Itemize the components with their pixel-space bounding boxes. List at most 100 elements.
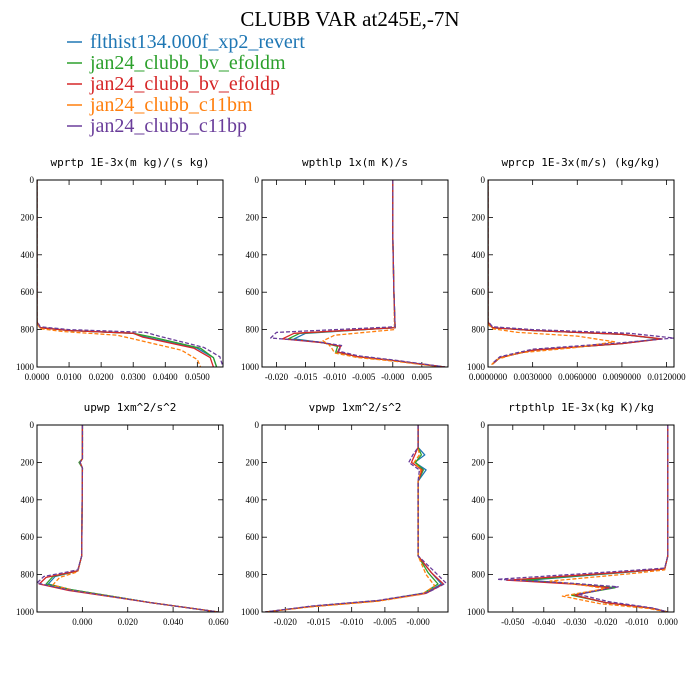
y-tick-label: 600 — [21, 532, 35, 542]
y-tick-label: 0 — [255, 420, 260, 430]
plot-frame — [487, 424, 675, 613]
x-tick-label: -0.020 — [594, 617, 618, 627]
series-line — [37, 180, 223, 367]
x-tick-label: 0.060 — [208, 617, 229, 627]
y-tick-label: 200 — [246, 457, 260, 467]
series-line — [322, 180, 446, 367]
x-tick-label: -0.015 — [307, 617, 331, 627]
y-tick-label: 800 — [246, 570, 260, 580]
series-group — [488, 180, 674, 366]
x-tick-label: 0.0100 — [57, 372, 82, 382]
y-tick-label: 1000 — [467, 362, 486, 372]
plot-frame — [261, 179, 449, 368]
series-line — [488, 180, 616, 366]
y-tick-label: 400 — [21, 495, 35, 505]
x-tick-label: -0.040 — [532, 617, 556, 627]
legend-entry: flthist134.000f_xp2_revert — [90, 31, 305, 53]
x-tick-label: -0.015 — [294, 372, 318, 382]
series-group — [270, 180, 446, 367]
y-tick-label: 800 — [21, 325, 35, 335]
plot-frame — [487, 179, 675, 368]
x-tick-label: 0.0120000 — [647, 372, 686, 382]
y-tick-label: 1000 — [241, 362, 260, 372]
x-tick-label: -0.000 — [381, 372, 405, 382]
series-line — [265, 425, 447, 612]
chart-panel: vpwp 1xm^2/s^2 -0.020 -0.015 -0.010 -0.005 -0… — [241, 401, 449, 627]
y-tick-label: 1000 — [241, 607, 260, 617]
series-group — [37, 425, 219, 612]
y-tick-label: 400 — [246, 495, 260, 505]
series-line — [47, 425, 219, 612]
chart-panel: wprcp 1E-3x(m/s) (kg/kg) 0.0000000 0.00300… — [467, 156, 686, 382]
series-line — [488, 180, 662, 365]
x-tick-label: 0.0500 — [185, 372, 210, 382]
series-line — [287, 180, 446, 367]
x-tick-label: 0.0090000 — [603, 372, 642, 382]
chart-panel: rtpthlp 1E-3x(kg K)/kg -0.050 -0.040 -0.030… — [467, 401, 678, 627]
series-line — [488, 180, 674, 364]
y-tick-label: 400 — [246, 250, 260, 260]
y-tick-label: 200 — [21, 212, 35, 222]
plot-frame — [36, 179, 224, 368]
x-tick-label: 0.0030000 — [514, 372, 553, 382]
x-tick-label: -0.010 — [323, 372, 347, 382]
y-tick-label: 400 — [21, 250, 35, 260]
series-line — [37, 180, 218, 367]
x-tick-label: 0.000 — [658, 617, 679, 627]
x-tick-label: 0.005 — [412, 372, 433, 382]
y-tick-label: 1000 — [16, 362, 35, 372]
x-tick-label: 0.000 — [72, 617, 93, 627]
y-tick-label: 800 — [21, 570, 35, 580]
y-tick-label: 0 — [481, 420, 486, 430]
series-line — [37, 180, 202, 367]
figure-title: CLUBB VAR at245E,-7N — [240, 7, 459, 31]
x-tick-label: 0.020 — [118, 617, 139, 627]
series-line — [521, 425, 669, 612]
chart-panel: wprtp 1E-3x(m kg)/(s kg) 0.0000 0.0100 0.02… — [16, 156, 224, 382]
panel-title: rtpthlp 1E-3x(kg K)/kg — [508, 401, 654, 414]
series-line — [293, 180, 446, 367]
x-tick-label: 0.0200 — [89, 372, 114, 382]
legend-entry: jan24_clubb_c11bp — [89, 115, 247, 137]
series-line — [265, 425, 436, 612]
x-tick-label: 0.0300 — [121, 372, 146, 382]
legend-entry: jan24_clubb_bv_efoldm — [89, 52, 286, 74]
y-tick-label: 0 — [30, 175, 35, 185]
x-tick-label: -0.005 — [352, 372, 376, 382]
panel-title: wpthlp 1x(m K)/s — [302, 156, 408, 169]
y-tick-label: 200 — [472, 457, 486, 467]
legend-entry: jan24_clubb_c11bm — [89, 94, 253, 116]
series-group — [496, 425, 669, 612]
x-tick-label: -0.050 — [501, 617, 525, 627]
series-line — [496, 425, 669, 612]
x-tick-label: 0.0400 — [153, 372, 178, 382]
panel-title: wprcp 1E-3x(m/s) (kg/kg) — [502, 156, 661, 169]
y-tick-label: 600 — [21, 287, 35, 297]
series-line — [527, 425, 669, 612]
series-group — [37, 180, 223, 367]
y-tick-label: 400 — [472, 495, 486, 505]
x-tick-label: -0.030 — [563, 617, 587, 627]
panel-title: upwp 1xm^2/s^2 — [84, 401, 177, 414]
series-line — [52, 425, 219, 612]
x-tick-label: -0.005 — [373, 617, 397, 627]
y-tick-label: 1000 — [467, 607, 486, 617]
x-tick-label: 0.040 — [163, 617, 184, 627]
series-line — [265, 425, 445, 612]
series-line — [37, 180, 215, 367]
plot-frame — [36, 424, 224, 613]
legend: flthist134.000f_xp2_revertjan24_clubb_bv… — [67, 31, 305, 137]
x-tick-label: 0.0060000 — [558, 372, 597, 382]
y-tick-label: 600 — [246, 532, 260, 542]
legend-entry: jan24_clubb_bv_efoldp — [89, 73, 280, 95]
y-tick-label: 0 — [481, 175, 486, 185]
series-line — [37, 425, 219, 612]
series-line — [265, 425, 439, 612]
y-tick-label: 600 — [472, 532, 486, 542]
y-tick-label: 1000 — [16, 607, 35, 617]
series-line — [37, 180, 218, 367]
y-tick-label: 400 — [472, 250, 486, 260]
panel-grid: wprtp 1E-3x(m kg)/(s kg)0.0000 0.0100 0.02… — [16, 156, 686, 627]
plot-frame — [261, 424, 449, 613]
